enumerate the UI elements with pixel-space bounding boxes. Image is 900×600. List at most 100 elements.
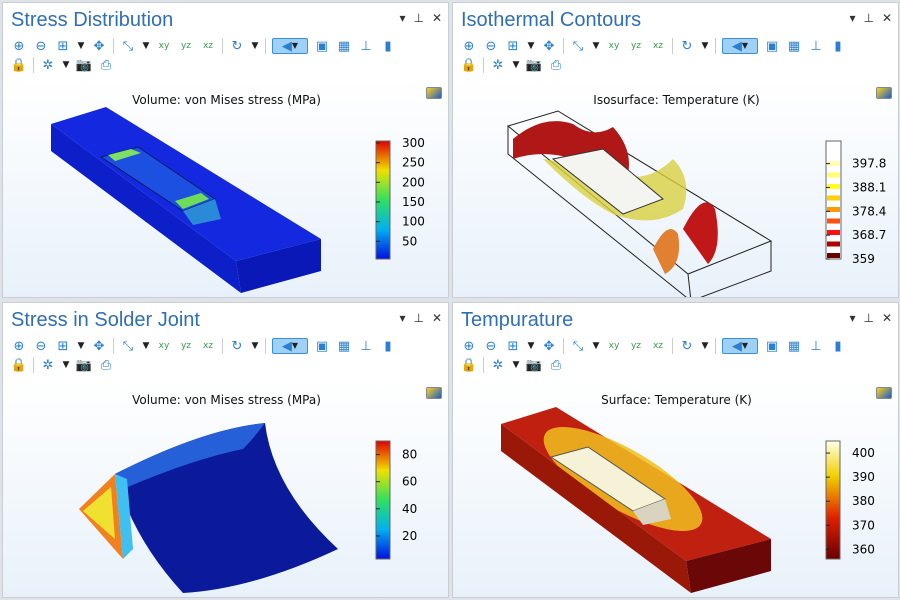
zoom-extents-icon[interactable]: ✥ (93, 38, 105, 54)
pin-icon[interactable]: ⊥ (413, 311, 424, 325)
zoom-in-icon[interactable]: ⊕ (13, 38, 25, 54)
axis-orientation-icon[interactable]: ⊥ (360, 38, 372, 54)
graphics-window[interactable]: 80 60 40 20 Volume: von Mises stress (MPa) (3, 379, 448, 597)
graphics-window[interactable]: 300 250 200 150 100 50 Volume: von Mises stre… (3, 79, 448, 297)
zoom-extents-icon[interactable]: ✥ (543, 338, 555, 354)
legend-icon[interactable]: ▮ (834, 338, 842, 354)
dropdown-arrow-icon[interactable]: ▼ (512, 59, 520, 70)
light-icon[interactable]: ◀ ▼ (722, 338, 758, 354)
scene-light-icon[interactable]: ✲ (492, 57, 504, 73)
legend-icon[interactable]: ▮ (384, 38, 392, 54)
rotate-icon[interactable]: ↻ (681, 338, 693, 354)
graphics-window[interactable]: 400 390 380 370 360 Surface: Temperature (K) (453, 379, 898, 597)
transparency-icon[interactable]: ▣ (315, 38, 329, 54)
zoom-in-icon[interactable]: ⊕ (13, 338, 25, 354)
xz-view-icon[interactable]: xz (650, 38, 666, 54)
print-icon[interactable]: ⎙ (550, 57, 562, 73)
zoom-box-icon[interactable]: ⊞ (57, 338, 69, 354)
zoom-out-icon[interactable]: ⊖ (485, 338, 497, 354)
pin-icon[interactable]: ⊥ (863, 311, 874, 325)
axes-view-icon[interactable]: ⤡ (122, 338, 134, 354)
axes-view-icon[interactable]: ⤡ (572, 38, 584, 54)
rotate-icon[interactable]: ↻ (681, 38, 693, 54)
light-icon[interactable]: ◀ ▼ (272, 338, 308, 354)
transparency-icon[interactable]: ▣ (765, 38, 779, 54)
dropdown-arrow-icon[interactable]: ▼ (251, 340, 259, 351)
print-icon[interactable]: ⎙ (550, 357, 562, 373)
zoom-box-icon[interactable]: ⊞ (507, 38, 519, 54)
dropdown-arrow-icon[interactable]: ▼ (527, 340, 535, 351)
axes-view-icon[interactable]: ⤡ (122, 38, 134, 54)
print-icon[interactable]: ⎙ (100, 357, 112, 373)
xz-view-icon[interactable]: xz (200, 338, 216, 354)
grid-icon[interactable]: ▦ (337, 338, 351, 354)
dropdown-arrow-icon[interactable]: ▼ (527, 40, 535, 51)
dropdown-arrow-icon[interactable]: ▼ (701, 340, 709, 351)
dropdown-arrow-icon[interactable]: ▼ (62, 59, 70, 70)
camera-icon[interactable]: 📷 (75, 57, 93, 73)
transparency-icon[interactable]: ▣ (765, 338, 779, 354)
panel-menu-icon[interactable]: ▾ (399, 11, 406, 25)
scene-light-icon[interactable]: ✲ (42, 57, 54, 73)
close-icon[interactable]: ✕ (431, 311, 442, 325)
camera-icon[interactable]: 📷 (75, 357, 93, 373)
lock-icon[interactable]: 🔒 (10, 357, 28, 373)
yz-view-icon[interactable]: yz (628, 338, 644, 354)
lock-icon[interactable]: 🔒 (10, 57, 28, 73)
axis-orientation-icon[interactable]: ⊥ (810, 38, 822, 54)
dropdown-arrow-icon[interactable]: ▼ (62, 359, 70, 370)
dropdown-arrow-icon[interactable]: ▼ (592, 340, 600, 351)
close-icon[interactable]: ✕ (881, 311, 892, 325)
graphics-window[interactable]: 397.8 388.1 378.4 368.7 359 Isosurface: Temp… (453, 79, 898, 297)
grid-icon[interactable]: ▦ (787, 338, 801, 354)
dropdown-arrow-icon[interactable]: ▼ (77, 340, 85, 351)
xy-view-icon[interactable]: xy (606, 338, 622, 354)
zoom-box-icon[interactable]: ⊞ (507, 338, 519, 354)
zoom-in-icon[interactable]: ⊕ (463, 38, 475, 54)
yz-view-icon[interactable]: yz (178, 338, 194, 354)
zoom-extents-icon[interactable]: ✥ (543, 38, 555, 54)
lock-icon[interactable]: 🔒 (460, 357, 478, 373)
transparency-icon[interactable]: ▣ (315, 338, 329, 354)
xy-view-icon[interactable]: xy (156, 338, 172, 354)
zoom-extents-icon[interactable]: ✥ (93, 338, 105, 354)
zoom-in-icon[interactable]: ⊕ (463, 338, 475, 354)
axes-view-icon[interactable]: ⤡ (572, 338, 584, 354)
scene-light-icon[interactable]: ✲ (492, 357, 504, 373)
dropdown-arrow-icon[interactable]: ▼ (592, 40, 600, 51)
xy-view-icon[interactable]: xy (156, 38, 172, 54)
zoom-box-icon[interactable]: ⊞ (57, 38, 69, 54)
axis-orientation-icon[interactable]: ⊥ (360, 338, 372, 354)
xz-view-icon[interactable]: xz (650, 338, 666, 354)
axis-orientation-icon[interactable]: ⊥ (810, 338, 822, 354)
panel-menu-icon[interactable]: ▾ (849, 311, 856, 325)
close-icon[interactable]: ✕ (881, 11, 892, 25)
rotate-icon[interactable]: ↻ (231, 38, 243, 54)
grid-icon[interactable]: ▦ (337, 38, 351, 54)
xy-view-icon[interactable]: xy (606, 38, 622, 54)
dropdown-arrow-icon[interactable]: ▼ (77, 40, 85, 51)
rotate-icon[interactable]: ↻ (231, 338, 243, 354)
yz-view-icon[interactable]: yz (628, 38, 644, 54)
light-icon[interactable]: ◀ ▼ (272, 38, 308, 54)
camera-icon[interactable]: 📷 (525, 357, 543, 373)
panel-menu-icon[interactable]: ▾ (849, 11, 856, 25)
dropdown-arrow-icon[interactable]: ▼ (701, 40, 709, 51)
zoom-out-icon[interactable]: ⊖ (35, 38, 47, 54)
dropdown-arrow-icon[interactable]: ▼ (142, 40, 150, 51)
pin-icon[interactable]: ⊥ (413, 11, 424, 25)
lock-icon[interactable]: 🔒 (460, 57, 478, 73)
dropdown-arrow-icon[interactable]: ▼ (251, 40, 259, 51)
scene-light-icon[interactable]: ✲ (42, 357, 54, 373)
dropdown-arrow-icon[interactable]: ▼ (512, 359, 520, 370)
dropdown-arrow-icon[interactable]: ▼ (142, 340, 150, 351)
grid-icon[interactable]: ▦ (787, 38, 801, 54)
pin-icon[interactable]: ⊥ (863, 11, 874, 25)
zoom-out-icon[interactable]: ⊖ (35, 338, 47, 354)
print-icon[interactable]: ⎙ (100, 57, 112, 73)
light-icon[interactable]: ◀ ▼ (722, 38, 758, 54)
camera-icon[interactable]: 📷 (525, 57, 543, 73)
yz-view-icon[interactable]: yz (178, 38, 194, 54)
close-icon[interactable]: ✕ (431, 11, 442, 25)
panel-menu-icon[interactable]: ▾ (399, 311, 406, 325)
